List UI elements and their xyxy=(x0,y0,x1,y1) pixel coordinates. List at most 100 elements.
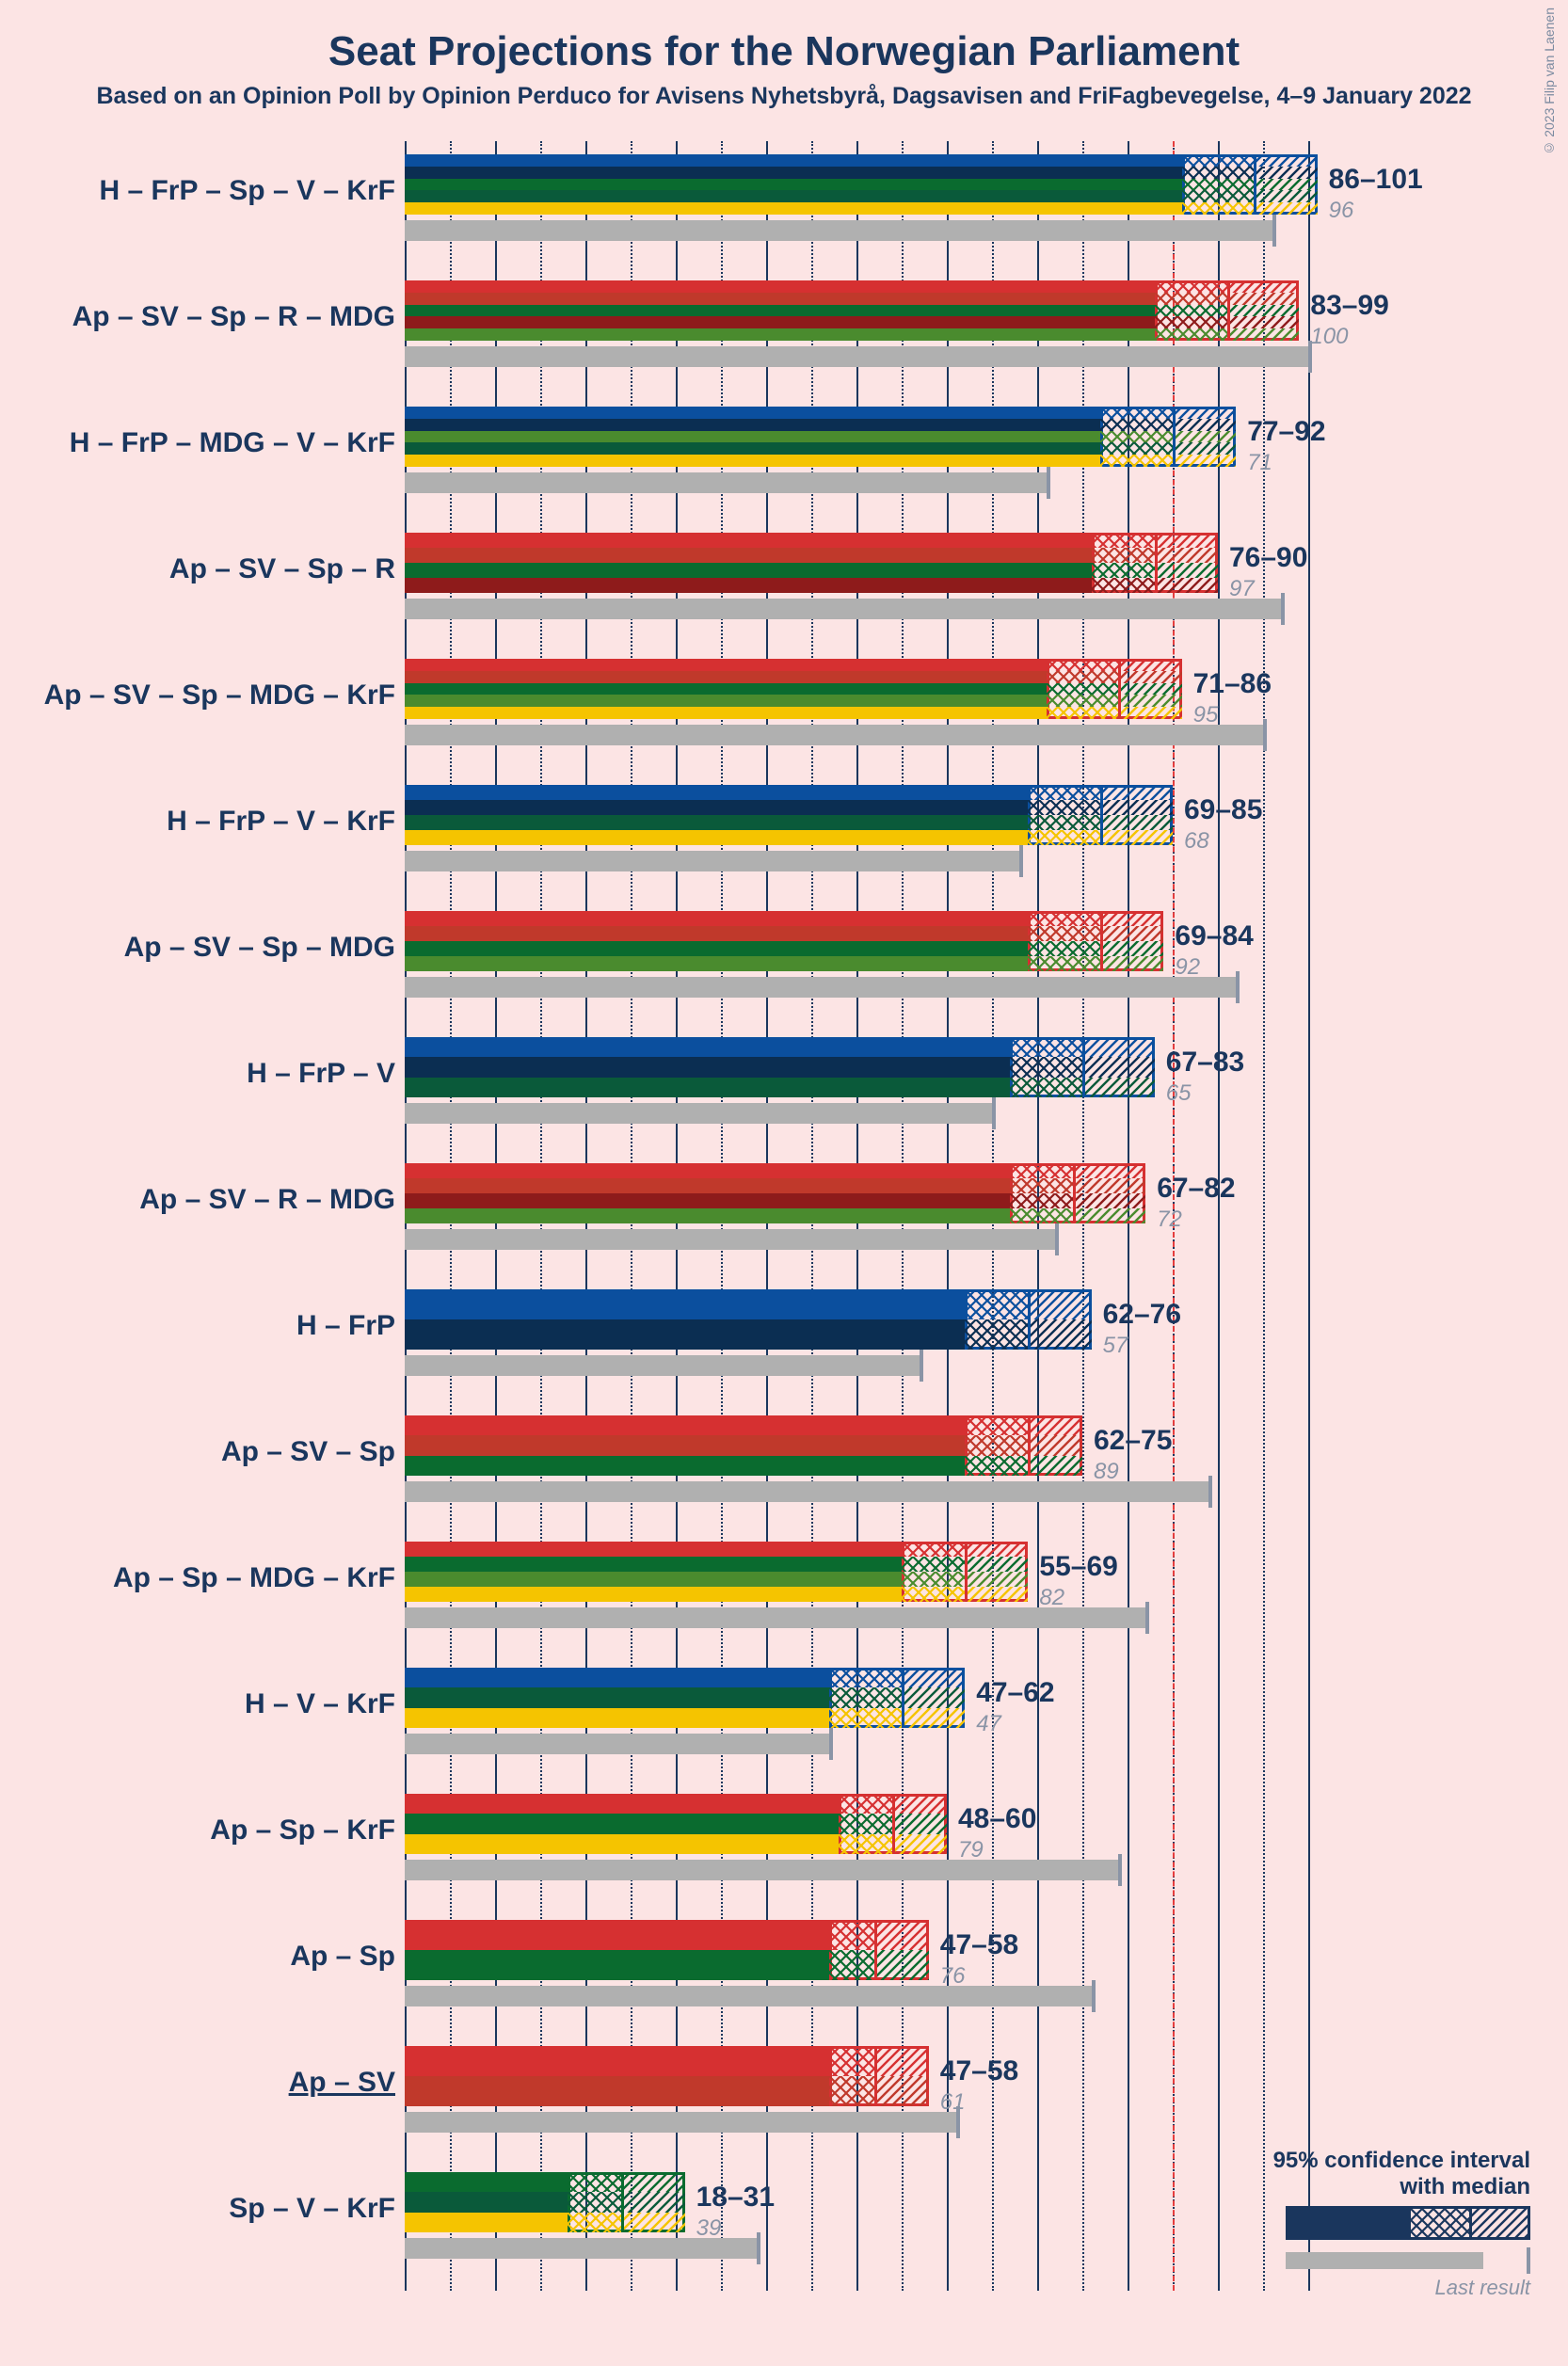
stripe-ci-left xyxy=(1028,785,1100,800)
legend: 95% confidence interval with median Last… xyxy=(1273,2148,1530,2300)
median-line xyxy=(1100,785,1103,845)
median-line xyxy=(1227,280,1230,341)
last-result-tick xyxy=(1118,1854,1122,1886)
median-line xyxy=(1100,911,1103,971)
coalition-label: Ap – SV – Sp – R – MDG xyxy=(0,301,395,333)
stripe-ci-left xyxy=(1010,1078,1082,1097)
stripe-ci-left xyxy=(902,1542,965,1557)
stripe-ci-left xyxy=(1047,659,1119,671)
coalition-row: H – V – KrF47–6247 xyxy=(0,1660,1412,1777)
stripe-solid xyxy=(405,431,1100,443)
legend-last-tick xyxy=(1527,2247,1530,2274)
last-label: 96 xyxy=(1329,198,1354,224)
stripe-ci-left xyxy=(1100,431,1173,443)
last-label: 89 xyxy=(1094,1459,1119,1485)
coalition-row: Ap – Sp47–5876 xyxy=(0,1912,1412,2029)
coalition-label: Ap – SV – Sp – R xyxy=(0,553,395,585)
legend-last-sample xyxy=(1273,2247,1530,2274)
stripe-solid xyxy=(405,1687,829,1707)
last-label: 76 xyxy=(940,1963,966,1990)
stripe-solid xyxy=(405,167,1182,179)
stripe-ci-right xyxy=(1254,179,1317,191)
stripe-solid xyxy=(405,659,1047,671)
stripe-ci-right xyxy=(1173,407,1236,419)
stripe-solid xyxy=(405,293,1155,305)
coalition-row: H – FrP – V67–8365 xyxy=(0,1030,1412,1146)
stripe-ci-left xyxy=(1100,419,1173,431)
stripe-solid xyxy=(405,707,1047,719)
stripe-ci-left xyxy=(1010,1057,1082,1077)
coalition-row: H – FrP – MDG – V – KrF77–9271 xyxy=(0,399,1412,516)
stripe-ci-right xyxy=(892,1834,947,1854)
coalition-label: Ap – SV – Sp xyxy=(0,1436,395,1468)
stripe-solid xyxy=(405,305,1155,317)
stripe-solid xyxy=(405,1078,1010,1097)
range-label: 67–83 xyxy=(1166,1047,1244,1079)
last-result-bar xyxy=(405,472,1047,493)
stripe-ci-left xyxy=(1028,911,1100,926)
stripe-ci-right xyxy=(874,2046,929,2076)
stripe-solid xyxy=(405,1572,902,1587)
range-label: 69–85 xyxy=(1184,794,1262,826)
coalition-label: H – FrP – MDG – V – KrF xyxy=(0,427,395,459)
median-line xyxy=(1155,533,1158,593)
median-line xyxy=(1173,407,1176,467)
last-result-bar xyxy=(405,1607,1145,1628)
coalition-row: Ap – SV – Sp – MDG – KrF71–8695 xyxy=(0,651,1412,768)
stripe-ci-right xyxy=(902,1687,965,1707)
last-result-tick xyxy=(1055,1223,1059,1255)
bar-area: 86–10196 xyxy=(405,147,1440,264)
coalition-row: H – FrP62–7657 xyxy=(0,1282,1412,1399)
stripe-ci-left xyxy=(1010,1163,1073,1178)
stripe-solid xyxy=(405,1834,839,1854)
median-line xyxy=(1082,1037,1085,1097)
stripe-ci-right xyxy=(1173,455,1236,467)
stripe-ci-right xyxy=(1028,1319,1091,1350)
median-line xyxy=(892,1794,895,1854)
stripe-ci-right xyxy=(1173,442,1236,455)
stripe-ci-left xyxy=(829,2076,874,2106)
stripe-ci-left xyxy=(839,1794,893,1814)
stripe-ci-left xyxy=(1100,442,1173,455)
coalition-label: H – FrP – V xyxy=(0,1058,395,1090)
stripe-ci-left xyxy=(1028,926,1100,941)
range-label: 71–86 xyxy=(1193,668,1272,700)
stripe-ci-right xyxy=(1100,815,1173,830)
stripe-solid xyxy=(405,1178,1010,1193)
stripe-ci-right xyxy=(1155,533,1218,548)
bar-area: 55–6982 xyxy=(405,1534,1440,1651)
stripe-solid xyxy=(405,1415,965,1435)
last-result-bar xyxy=(405,725,1263,745)
coalition-label: H – FrP xyxy=(0,1310,395,1342)
range-label: 69–84 xyxy=(1175,920,1253,952)
last-result-tick xyxy=(920,1350,923,1382)
median-line xyxy=(902,1668,904,1728)
stripe-ci-left xyxy=(1010,1037,1082,1057)
stripe-ci-right xyxy=(1028,1415,1082,1435)
coalition-row: Ap – SV – Sp – R – MDG83–99100 xyxy=(0,273,1412,390)
stripe-ci-right xyxy=(1155,548,1218,563)
stripe-ci-left xyxy=(568,2192,622,2212)
stripe-ci-right xyxy=(1100,956,1163,971)
last-result-tick xyxy=(992,1097,996,1129)
stripe-ci-left xyxy=(965,1435,1028,1455)
legend-last-label: Last result xyxy=(1273,2276,1530,2300)
stripe-ci-right xyxy=(1254,154,1317,167)
stripe-ci-left xyxy=(839,1834,893,1854)
last-result-bar xyxy=(405,977,1236,998)
stripe-solid xyxy=(405,956,1028,971)
coalition-row: Ap – SV – Sp – MDG69–8492 xyxy=(0,903,1412,1020)
bar-area: 77–9271 xyxy=(405,399,1440,516)
stripe-ci-right xyxy=(1082,1078,1155,1097)
stripe-solid xyxy=(405,202,1182,215)
stripe-ci-left xyxy=(1155,316,1227,328)
page-subtitle: Based on an Opinion Poll by Opinion Perd… xyxy=(0,75,1568,129)
coalition-row: Sp – V – KrF18–3139 xyxy=(0,2165,1412,2281)
stripe-ci-left xyxy=(1028,815,1100,830)
stripe-ci-left xyxy=(1182,202,1255,215)
stripe-solid xyxy=(405,2046,829,2076)
bar-area: 62–7589 xyxy=(405,1408,1440,1525)
stripe-ci-left xyxy=(829,1950,874,1980)
stripe-ci-left xyxy=(1028,956,1100,971)
last-label: 39 xyxy=(696,2215,722,2242)
